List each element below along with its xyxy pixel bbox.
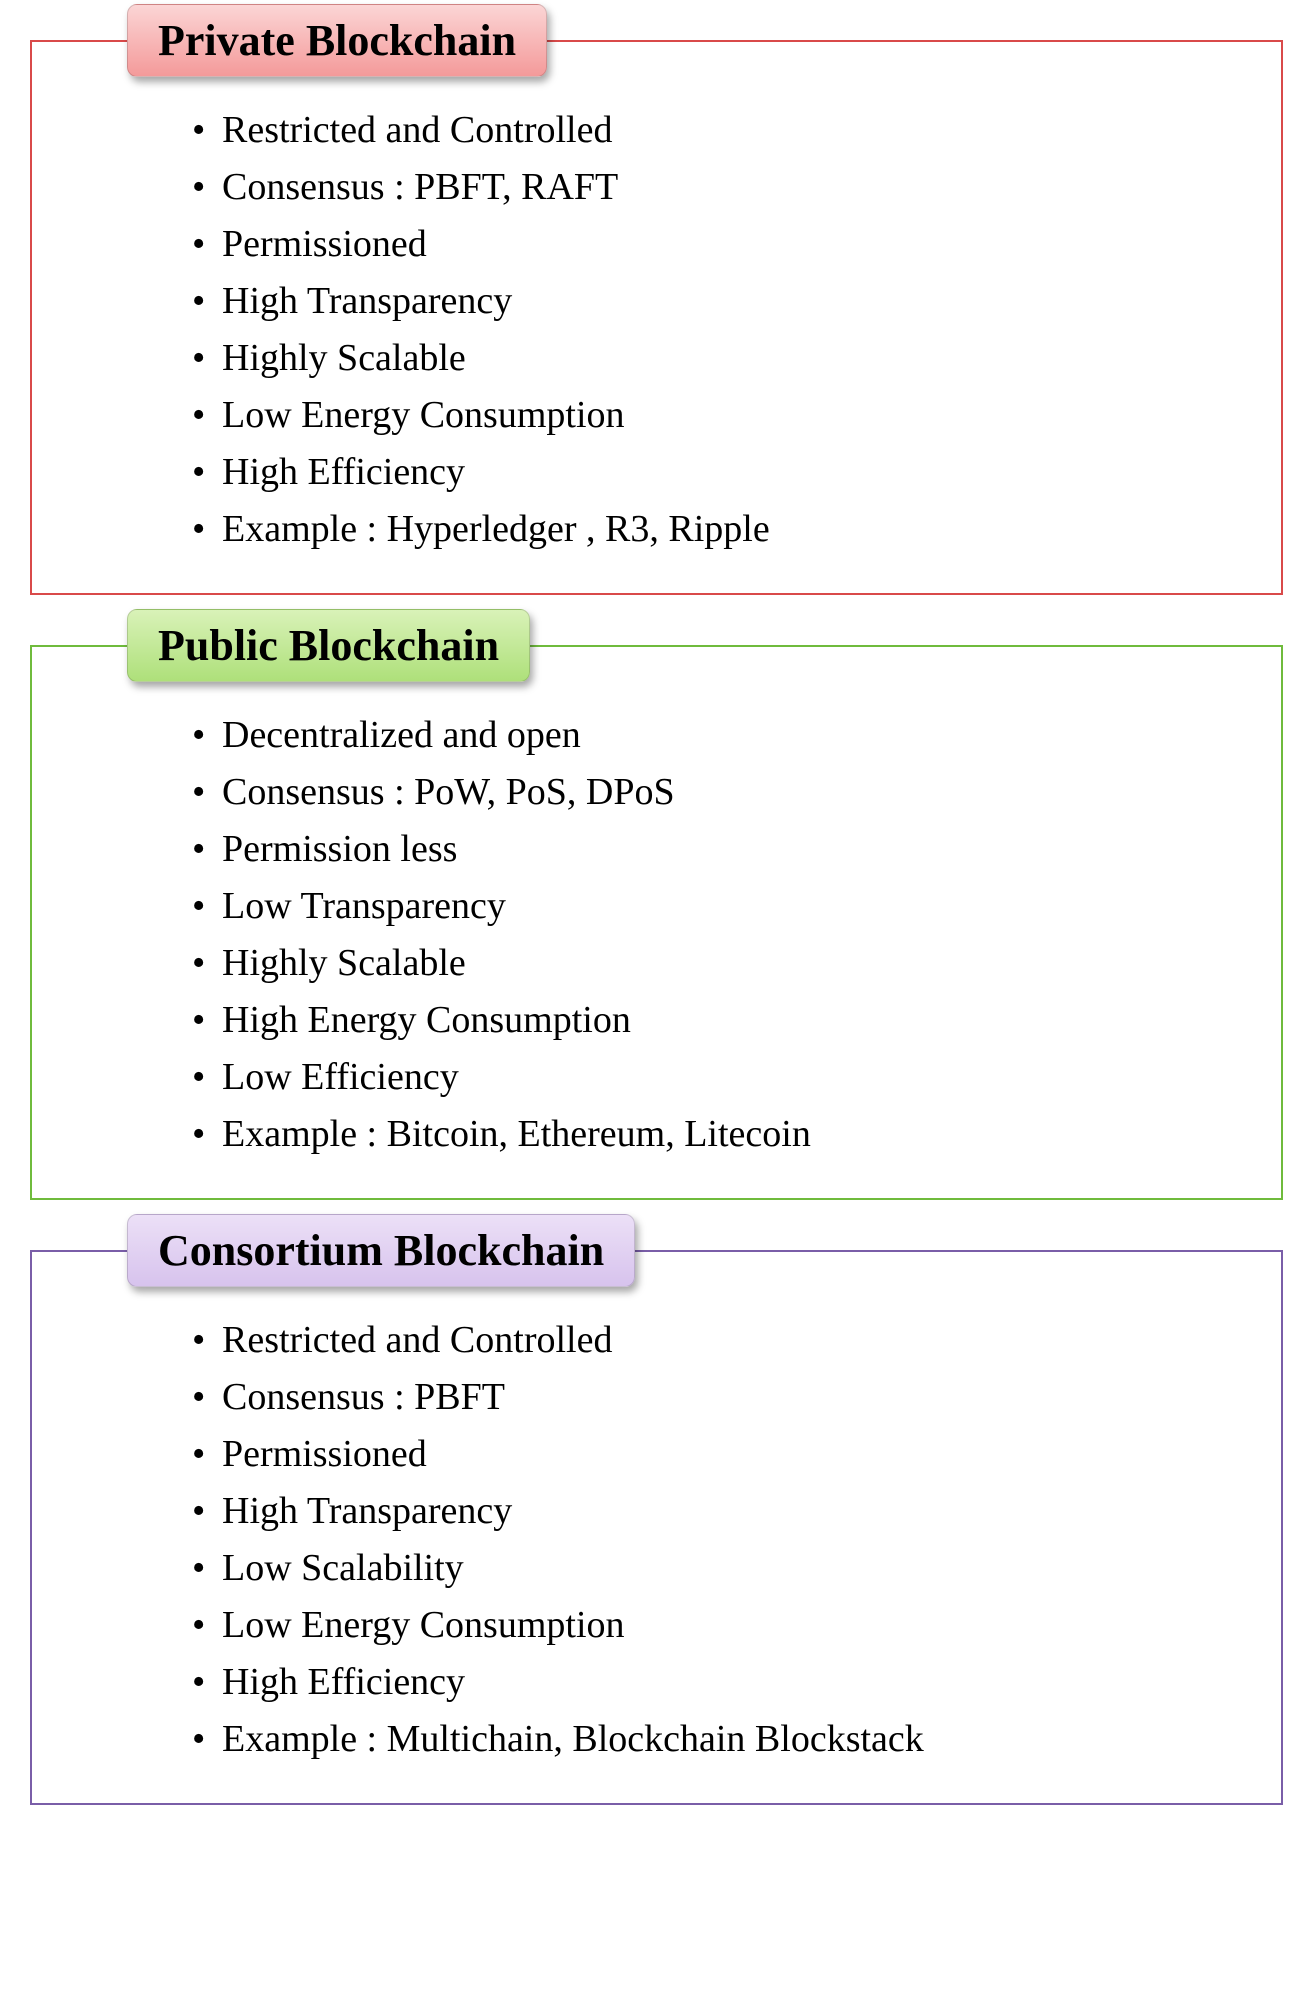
list-item: High Energy Consumption [192, 992, 1241, 1049]
private-blockchain-list: Restricted and Controlled Consensus : PB… [72, 102, 1241, 558]
list-item: Highly Scalable [192, 330, 1241, 387]
private-blockchain-section: Private Blockchain Restricted and Contro… [30, 40, 1283, 595]
list-item: Low Transparency [192, 878, 1241, 935]
private-blockchain-title: Private Blockchain [158, 16, 516, 65]
list-item: Permission less [192, 821, 1241, 878]
list-item: Decentralized and open [192, 707, 1241, 764]
list-item: High Efficiency [192, 1654, 1241, 1711]
list-item: Consensus : PoW, PoS, DPoS [192, 764, 1241, 821]
list-item: Low Energy Consumption [192, 1597, 1241, 1654]
list-item: Low Efficiency [192, 1049, 1241, 1106]
public-blockchain-title: Public Blockchain [158, 621, 499, 670]
consortium-blockchain-section: Consortium Blockchain Restricted and Con… [30, 1250, 1283, 1805]
list-item: Restricted and Controlled [192, 1312, 1241, 1369]
list-item: Example : Multichain, Blockchain Blockst… [192, 1711, 1241, 1768]
list-item: High Efficiency [192, 444, 1241, 501]
public-blockchain-section: Public Blockchain Decentralized and open… [30, 645, 1283, 1200]
list-item: High Transparency [192, 1483, 1241, 1540]
consortium-blockchain-title: Consortium Blockchain [158, 1226, 604, 1275]
public-blockchain-list: Decentralized and open Consensus : PoW, … [72, 707, 1241, 1163]
list-item: Permissioned [192, 1426, 1241, 1483]
consortium-blockchain-list: Restricted and Controlled Consensus : PB… [72, 1312, 1241, 1768]
list-item: Low Scalability [192, 1540, 1241, 1597]
list-item: Restricted and Controlled [192, 102, 1241, 159]
list-item: Example : Hyperledger , R3, Ripple [192, 501, 1241, 558]
list-item: Example : Bitcoin, Ethereum, Litecoin [192, 1106, 1241, 1163]
list-item: Consensus : PBFT [192, 1369, 1241, 1426]
list-item: Low Energy Consumption [192, 387, 1241, 444]
consortium-blockchain-header: Consortium Blockchain [127, 1214, 635, 1287]
public-blockchain-header: Public Blockchain [127, 609, 530, 682]
list-item: Consensus : PBFT, RAFT [192, 159, 1241, 216]
list-item: High Transparency [192, 273, 1241, 330]
private-blockchain-header: Private Blockchain [127, 4, 547, 77]
list-item: Highly Scalable [192, 935, 1241, 992]
list-item: Permissioned [192, 216, 1241, 273]
